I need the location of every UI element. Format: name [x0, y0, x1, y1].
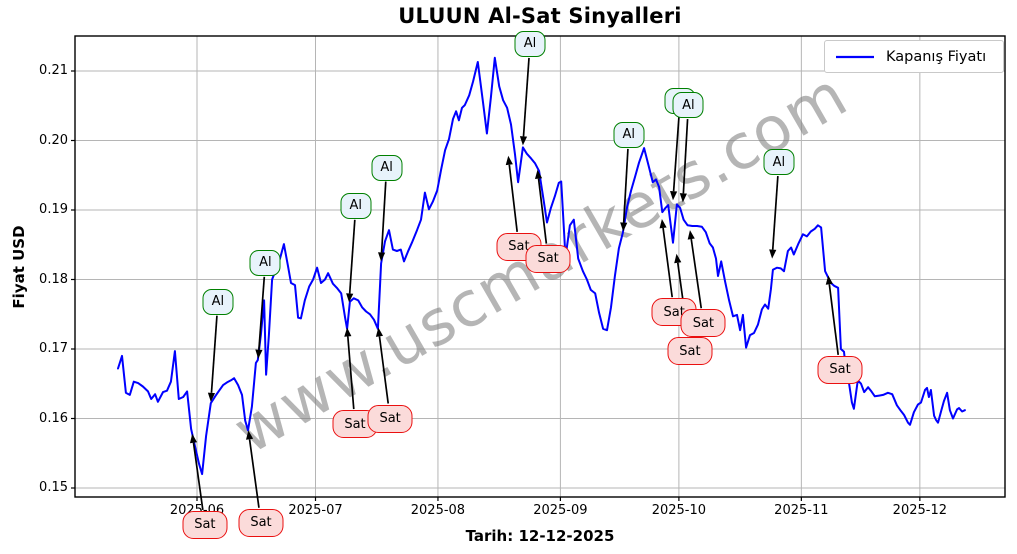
buy-signal-arrow — [672, 114, 680, 192]
buy-signal-arrowhead — [679, 193, 687, 203]
y-tick-label: 0.17 — [39, 341, 68, 356]
sell-signal-bubble: Sat — [667, 337, 713, 366]
buy-signal-bubble: Al — [340, 192, 372, 219]
sell-signal-bubble: Sat — [525, 244, 571, 273]
buy-signal-arrowhead — [207, 392, 216, 402]
x-axis-title: Tarih: 12-12-2025 — [465, 527, 615, 545]
sell-signal-arrowhead — [825, 275, 833, 285]
legend-line-swatch — [836, 55, 874, 58]
sell-signal-arrow — [690, 238, 703, 309]
x-tick-label: 2025-08 — [410, 503, 466, 518]
sell-signal-arrowhead — [659, 219, 667, 229]
x-tick-label: 2025-11 — [774, 503, 829, 518]
buy-signal-bubble: Al — [613, 121, 645, 148]
y-tick-label: 0.18 — [39, 271, 68, 287]
sell-signal-arrow — [192, 442, 204, 510]
buy-signal-arrow — [348, 219, 356, 294]
buy-signal-arrow — [622, 148, 629, 223]
buy-signal-arrow — [771, 175, 779, 250]
x-tick-label: 2025-07 — [288, 503, 343, 518]
buy-signal-arrow — [522, 57, 530, 137]
buy-signal-bubble: Al — [371, 154, 403, 181]
x-tick-label: 2025-10 — [651, 503, 707, 518]
sell-signal-bubble: Sat — [651, 298, 697, 327]
x-tick-label: 2025-12 — [892, 503, 947, 518]
sell-signal-arrowhead — [687, 230, 695, 240]
sell-signal-arrow — [378, 336, 390, 404]
sell-signal-arrowhead — [505, 155, 513, 166]
legend: Kapanış Fiyatı — [824, 40, 1004, 73]
buy-signal-arrow — [682, 119, 689, 194]
buy-signal-bubble: Al — [514, 30, 546, 57]
sell-signal-arrowhead — [674, 253, 682, 264]
y-tick-label: 0.15 — [39, 480, 68, 495]
sell-signal-arrowhead — [189, 433, 198, 444]
buy-signal-arrow — [380, 181, 387, 253]
sell-signal-arrow — [508, 164, 519, 232]
buy-signal-arrowhead — [378, 252, 386, 262]
buy-signal-arrowhead — [519, 136, 528, 146]
sell-signal-bubble: Sat — [817, 355, 863, 384]
buy-signal-arrowhead — [620, 222, 628, 232]
sell-signal-arrowhead — [534, 169, 543, 180]
legend-label: Kapanış Fiyatı — [886, 48, 987, 65]
y-tick-label: 0.19 — [39, 202, 68, 217]
buy-signal-bubble: Al — [763, 149, 795, 176]
buy-signal-bubble: Al — [202, 288, 234, 315]
y-axis-title: Fiyat USD — [10, 225, 28, 309]
price-line — [117, 56, 966, 476]
sell-signal-bubble: Sat — [238, 508, 284, 537]
sell-signal-arrow — [537, 178, 548, 244]
buy-signal-arrowhead — [769, 249, 777, 259]
sell-signal-arrow — [346, 336, 355, 410]
x-tick-label: 2025-09 — [533, 503, 588, 518]
buy-signal-arrowhead — [346, 293, 354, 303]
sell-signal-bubble: Sat — [680, 309, 726, 338]
y-tick-label: 0.16 — [39, 410, 68, 426]
sell-signal-bubble: Sat — [367, 404, 413, 433]
buy-signal-arrowhead — [255, 349, 263, 359]
chart-title: ULUUN Al-Sat Sinyalleri — [398, 4, 682, 28]
sell-signal-arrowhead — [344, 327, 352, 337]
sell-signal-bubble: Sat — [182, 510, 228, 539]
y-tick-label: 0.20 — [39, 132, 68, 148]
sell-signal-arrowhead — [246, 430, 254, 440]
sell-signal-arrow — [828, 284, 840, 355]
buy-signal-arrow — [258, 276, 266, 350]
sell-signal-arrow — [662, 227, 674, 298]
sell-signal-arrowhead — [375, 327, 384, 337]
buy-signal-arrow — [210, 315, 218, 393]
buy-signal-arrowhead — [670, 191, 678, 201]
buy-signal-bubble: Al — [672, 92, 704, 119]
buy-signal-bubble: Al — [249, 249, 281, 276]
y-tick-label: 0.21 — [39, 63, 68, 78]
